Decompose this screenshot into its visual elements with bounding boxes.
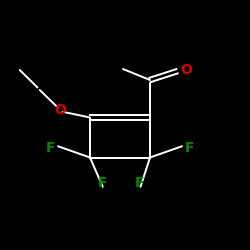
Text: F: F [98,176,107,190]
Text: F: F [185,140,194,154]
Text: O: O [180,63,192,77]
Text: O: O [54,103,66,117]
Text: F: F [46,140,55,154]
Text: F: F [135,176,145,190]
